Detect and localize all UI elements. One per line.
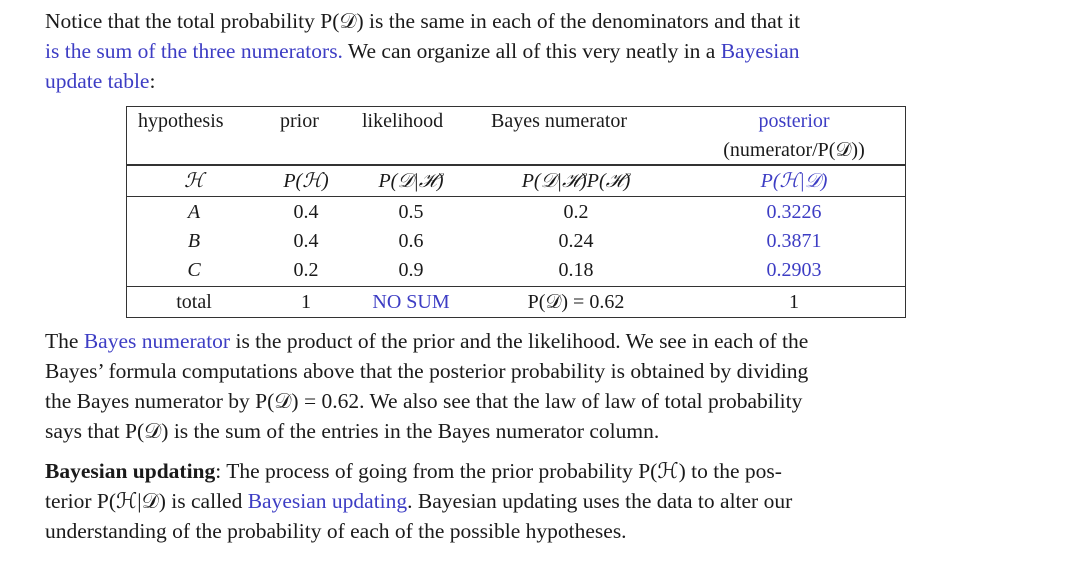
explanation-line-1: The Bayes numerator is the product of th…: [45, 329, 809, 353]
row-b-prior: 0.4: [293, 230, 319, 252]
row-a-prior: 0.4: [293, 201, 319, 223]
table-header-box: [126, 106, 906, 166]
explanation-paragraph: The Bayes numerator is the product of th…: [45, 326, 995, 446]
row-c-prior: 0.2: [293, 259, 319, 281]
symbol-posterior: P(ℋ|𝒟): [760, 170, 828, 192]
definition-line-1: Bayesian updating: The process of going …: [45, 459, 782, 483]
definition-paragraph: Bayesian updating: The process of going …: [45, 456, 995, 546]
table-body-box: [126, 164, 906, 318]
intro-line-3: update table:: [45, 69, 156, 93]
header-posterior-sub: (numerator/P(𝒟)): [723, 139, 865, 161]
row-b-numerator: 0.24: [558, 230, 594, 252]
total-likelihood: NO SUM: [372, 291, 450, 313]
row-b-hypothesis: B: [187, 230, 201, 252]
header-bayes-numerator: Bayes numerator: [491, 110, 628, 132]
bayes-numerator-link[interactable]: Bayes numerator: [83, 329, 231, 353]
row-a-posterior: 0.3226: [766, 201, 822, 223]
header-posterior: posterior: [758, 110, 830, 132]
intro-paragraph: Notice that the total probability P(𝒟) i…: [45, 6, 995, 96]
intro-line-1: Notice that the total probability P(𝒟) i…: [45, 9, 801, 33]
row-b-likelihood: 0.6: [398, 230, 424, 252]
definition-term: Bayesian updating: [45, 459, 216, 483]
table-rule-total: [126, 286, 906, 287]
definition-line-2: terior P(ℋ|𝒟) is called Bayesian updatin…: [45, 489, 793, 513]
bayesian-link[interactable]: Bayesian: [720, 39, 800, 63]
row-c-posterior: 0.2903: [766, 259, 822, 281]
symbol-prior: P(ℋ): [283, 170, 329, 192]
total-prior: 1: [301, 291, 311, 313]
total-posterior: 1: [789, 291, 799, 313]
explanation-line-4: says that P(𝒟) is the sum of the entries…: [45, 419, 660, 443]
row-a-numerator: 0.2: [563, 201, 589, 223]
header-prior: prior: [280, 110, 319, 132]
sum-of-numerators-link[interactable]: is the sum of the three numerators.: [45, 39, 343, 63]
symbol-bayes-numerator: P(𝒟|ℋ)P(ℋ): [521, 170, 631, 192]
table-rule-symbols: [126, 196, 906, 197]
row-c-hypothesis: C: [187, 259, 201, 281]
header-hypothesis: hypothesis: [138, 110, 224, 132]
explanation-line-2: Bayes’ formula computations above that t…: [45, 359, 809, 383]
symbol-likelihood: P(𝒟|ℋ): [378, 170, 444, 192]
symbol-hypothesis: ℋ: [184, 170, 204, 192]
total-label: total: [176, 291, 212, 313]
bayes-update-table: hypothesis prior likelihood Bayes numera…: [126, 106, 906, 318]
update-table-link[interactable]: update table: [45, 69, 150, 93]
total-numerator: P(𝒟) = 0.62: [527, 291, 625, 313]
row-a-hypothesis: A: [187, 201, 201, 223]
row-c-numerator: 0.18: [558, 259, 594, 281]
explanation-line-3: the Bayes numerator by P(𝒟) = 0.62. We a…: [45, 389, 803, 413]
row-b-posterior: 0.3871: [766, 230, 822, 252]
row-c-likelihood: 0.9: [398, 259, 424, 281]
row-a-likelihood: 0.5: [398, 201, 424, 223]
definition-line-3: understanding of the probability of each…: [45, 519, 627, 543]
intro-line-2: is the sum of the three numerators. We c…: [45, 39, 800, 63]
header-likelihood: likelihood: [362, 110, 444, 132]
bayesian-updating-link[interactable]: Bayesian updating: [247, 489, 408, 513]
